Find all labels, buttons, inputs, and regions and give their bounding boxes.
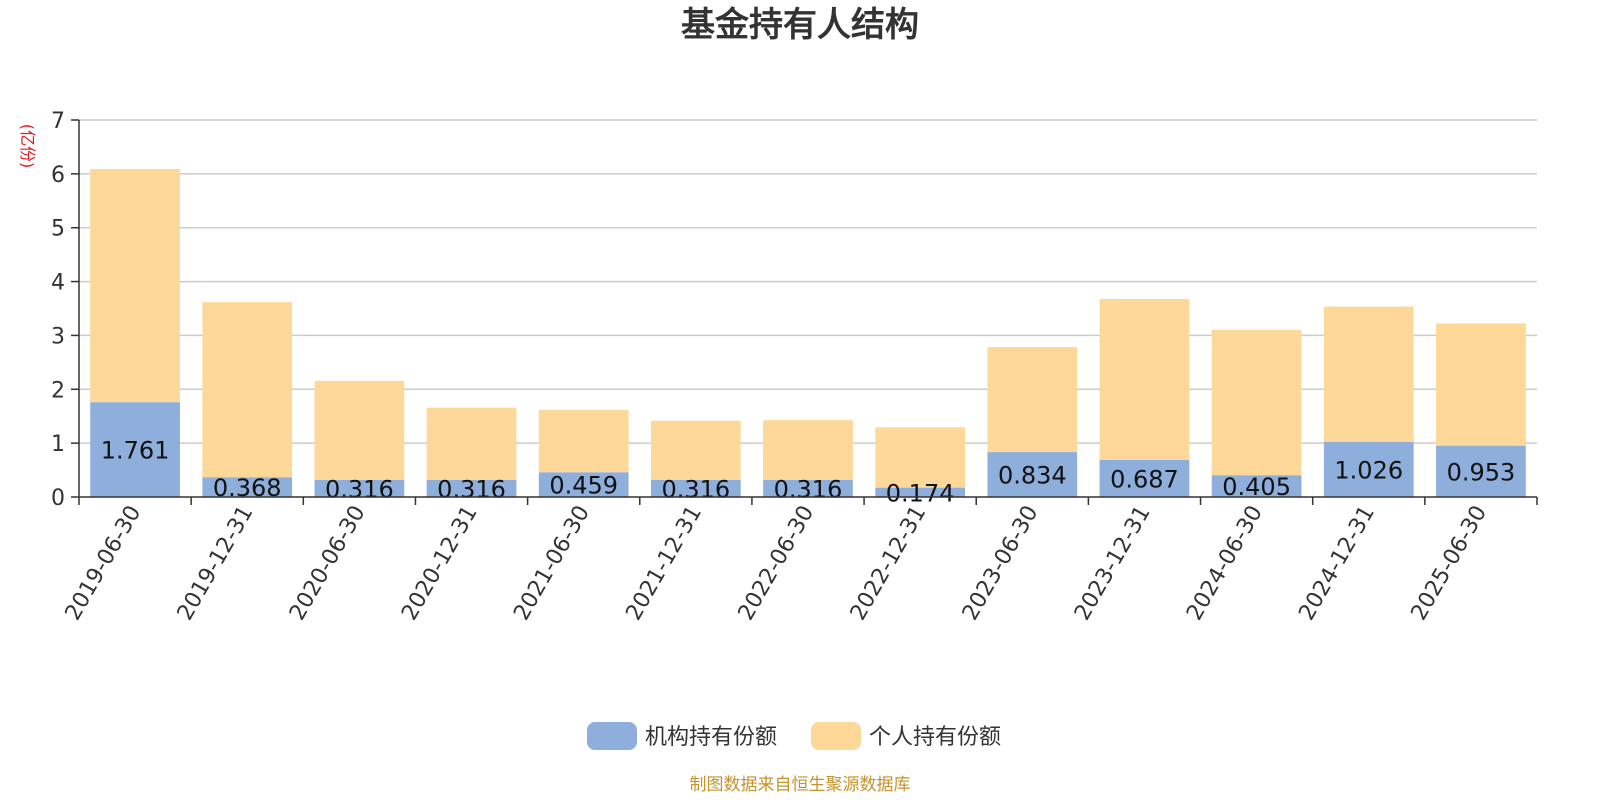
legend-label-institution[interactable]: 机构持有份额 — [645, 725, 777, 750]
source-note: 制图数据来自恒生聚源数据库 — [690, 775, 911, 795]
bar-institution[interactable] — [202, 477, 293, 497]
bar-individual[interactable] — [1211, 329, 1302, 476]
x-tick-label: 2020-12-31 — [397, 502, 483, 625]
y-tick-label: 2 — [51, 378, 65, 403]
y-tick-label: 5 — [51, 217, 65, 242]
bar-individual[interactable] — [538, 409, 629, 473]
y-tick-label: 4 — [51, 271, 65, 296]
x-tick-label: 2021-06-30 — [509, 502, 595, 625]
bar-individual[interactable] — [1436, 323, 1526, 446]
chart-title: 基金持有人结构 — [681, 5, 919, 45]
data-label: 0.953 — [1447, 458, 1516, 486]
bar-institution[interactable] — [314, 479, 405, 497]
y-tick-label: 0 — [51, 486, 65, 511]
bar-individual[interactable] — [202, 302, 293, 478]
bar-institution[interactable] — [426, 479, 517, 497]
data-label: 0.368 — [213, 474, 282, 502]
data-label: 0.459 — [549, 472, 618, 500]
bar-individual[interactable] — [1099, 298, 1190, 461]
data-label: 0.316 — [325, 475, 394, 503]
bar-institution[interactable] — [90, 402, 180, 497]
bar-individual[interactable] — [314, 380, 405, 480]
bar-institution[interactable] — [1211, 475, 1302, 497]
legend[interactable]: 机构持有份额 个人持有份额 — [587, 722, 1001, 750]
data-label: 1.026 — [1334, 456, 1403, 484]
y-axis-unit: (亿份) — [18, 124, 37, 169]
legend-swatch-institution[interactable] — [587, 722, 637, 750]
x-tick-label: 2024-06-30 — [1182, 502, 1268, 625]
x-tick-label: 2021-12-31 — [621, 502, 707, 625]
bar-individual[interactable] — [650, 420, 741, 480]
legend-swatch-individual[interactable] — [811, 722, 861, 750]
x-tick-label: 2023-06-30 — [958, 502, 1044, 625]
bar-institution[interactable] — [650, 479, 741, 497]
legend-label-individual[interactable]: 个人持有份额 — [869, 725, 1001, 750]
bar-institution[interactable] — [1099, 460, 1190, 497]
bar-individual[interactable] — [875, 427, 966, 488]
x-tick-label: 2024-12-31 — [1294, 502, 1380, 625]
bar-institution[interactable] — [987, 452, 1078, 497]
data-label: 0.687 — [1110, 466, 1179, 494]
data-label: 0.316 — [437, 475, 506, 503]
bar-institution[interactable] — [1323, 441, 1414, 497]
bar-individual[interactable] — [763, 420, 853, 480]
x-tick-label: 2023-12-31 — [1070, 502, 1156, 625]
y-tick-label: 3 — [51, 324, 65, 349]
x-tick-label: 2025-06-30 — [1407, 502, 1493, 625]
bar-institution[interactable] — [875, 487, 966, 497]
grid-lines — [79, 119, 1537, 444]
bar-individual[interactable] — [426, 407, 517, 480]
x-tick-label: 2020-06-30 — [285, 502, 371, 625]
x-tick-label: 2019-12-31 — [173, 502, 259, 625]
data-label: 0.834 — [998, 462, 1067, 490]
bar-institution[interactable] — [1436, 445, 1526, 497]
bar-individual[interactable] — [987, 347, 1078, 453]
x-tick-label: 2022-12-31 — [846, 502, 932, 625]
y-tick-label: 1 — [51, 432, 65, 457]
x-tick-label: 2019-06-30 — [61, 502, 147, 625]
bar-institution[interactable] — [763, 479, 853, 497]
bar-institution[interactable] — [538, 472, 629, 497]
x-tick-label: 2022-06-30 — [734, 502, 820, 625]
y-tick-label: 7 — [51, 109, 65, 134]
data-label: 0.174 — [886, 479, 955, 507]
data-label: 0.316 — [661, 475, 730, 503]
y-tick-label: 6 — [51, 163, 65, 188]
data-label: 0.316 — [774, 475, 843, 503]
bar-individual[interactable] — [90, 168, 180, 403]
bar-individual[interactable] — [1323, 306, 1414, 442]
bars-group: 1.761 0.368 0.316 0.316 0.459 0.316 0.316 0.174… — [90, 168, 1526, 507]
data-label: 1.761 — [101, 437, 170, 465]
